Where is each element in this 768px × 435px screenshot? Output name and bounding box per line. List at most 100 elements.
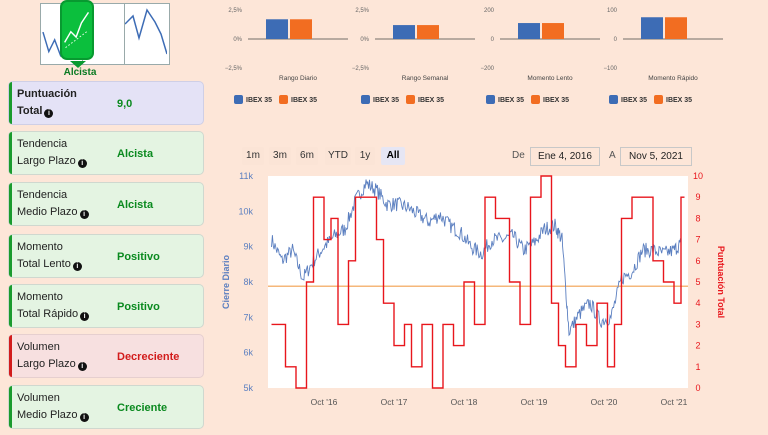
mini-bar[interactable] bbox=[417, 25, 439, 39]
y-right-tick: 6 bbox=[695, 256, 700, 266]
legend-item[interactable]: IBEX 35 bbox=[609, 95, 647, 104]
y-right-tick: 7 bbox=[695, 235, 700, 245]
metric-value: Alcista bbox=[117, 199, 154, 211]
metric-card[interactable]: Volumen Largo Plazo i Decreciente bbox=[8, 334, 204, 378]
metric-label: Momento Total Rápido i bbox=[17, 289, 112, 323]
metric-label-line2: Total Lento bbox=[17, 258, 71, 270]
mini-bar[interactable] bbox=[290, 19, 312, 39]
y-right-tick: 8 bbox=[695, 213, 700, 223]
info-icon[interactable]: i bbox=[44, 109, 54, 118]
to-date-input[interactable]: Nov 5, 2021 bbox=[620, 147, 692, 166]
legend-item[interactable]: IBEX 35 bbox=[279, 95, 317, 104]
mini-chart: 2,5% 0% −2,5% Rango Semanal IBEX 35 IBEX 35 bbox=[345, 0, 480, 110]
info-icon[interactable]: i bbox=[72, 262, 82, 271]
x-tick: Oct '16 bbox=[311, 397, 338, 407]
card-accent-bar bbox=[9, 235, 12, 277]
mini-tick-label: −200 bbox=[480, 66, 494, 72]
y-right-tick: 1 bbox=[695, 362, 700, 372]
info-icon[interactable]: i bbox=[77, 159, 87, 168]
metric-label-line1: Tendencia bbox=[17, 138, 68, 150]
metric-card[interactable]: Momento Total Lento i Positivo bbox=[8, 234, 204, 278]
range-button[interactable]: 1m bbox=[242, 147, 264, 165]
legend-item[interactable]: IBEX 35 bbox=[654, 95, 692, 104]
range-button[interactable]: 3m bbox=[269, 147, 291, 165]
metric-value: Creciente bbox=[117, 402, 168, 414]
y-right-tick: 5 bbox=[695, 277, 700, 287]
trend-option-sideways[interactable] bbox=[124, 4, 168, 64]
metric-label: Volumen Medio Plazo i bbox=[17, 390, 112, 424]
legend-swatch bbox=[654, 95, 663, 104]
card-accent-bar bbox=[9, 386, 12, 428]
x-tick: Oct '21 bbox=[661, 397, 688, 407]
y-right-tick: 0 bbox=[695, 383, 700, 393]
mini-bar[interactable] bbox=[393, 25, 415, 39]
info-icon[interactable]: i bbox=[80, 312, 90, 321]
metric-label-line2: Medio Plazo bbox=[17, 206, 78, 218]
legend-swatch bbox=[279, 95, 288, 104]
mini-tick-label: −100 bbox=[603, 66, 617, 72]
legend-swatch bbox=[486, 95, 495, 104]
y-left-tick: 8k bbox=[243, 277, 253, 287]
from-label: De bbox=[512, 150, 525, 161]
mini-tick-label: 2,5% bbox=[355, 8, 369, 14]
legend-item[interactable]: IBEX 35 bbox=[531, 95, 569, 104]
range-button[interactable]: 6m bbox=[296, 147, 318, 165]
score-series-line[interactable] bbox=[271, 175, 685, 389]
metric-card[interactable]: Volumen Medio Plazo i Creciente bbox=[8, 385, 204, 429]
card-accent-bar bbox=[9, 132, 12, 174]
mini-bar[interactable] bbox=[641, 17, 663, 39]
legend-item[interactable]: IBEX 35 bbox=[406, 95, 444, 104]
metric-label-line2: Largo Plazo bbox=[17, 155, 76, 167]
legend-label: IBEX 35 bbox=[418, 97, 445, 104]
trend-option-uptrend[interactable] bbox=[83, 4, 125, 64]
from-date-input[interactable]: Ene 4, 2016 bbox=[530, 147, 600, 166]
trend-selected-label: Alcista bbox=[63, 67, 97, 78]
info-icon[interactable]: i bbox=[79, 413, 89, 422]
legend-swatch bbox=[361, 95, 370, 104]
range-button[interactable]: All bbox=[381, 147, 405, 165]
metric-label-line1: Volumen bbox=[17, 341, 60, 353]
legend-label: IBEX 35 bbox=[543, 97, 570, 104]
price-series-line[interactable] bbox=[271, 179, 682, 337]
metric-card[interactable]: Tendencia Largo Plazo i Alcista bbox=[8, 131, 204, 175]
x-tick: Oct '18 bbox=[451, 397, 478, 407]
legend-label: IBEX 35 bbox=[373, 97, 400, 104]
mini-bar[interactable] bbox=[665, 17, 687, 39]
mini-bar[interactable] bbox=[542, 23, 564, 39]
metric-card[interactable]: Puntuación Total i 9,0 bbox=[8, 81, 204, 125]
mini-bar[interactable] bbox=[518, 23, 540, 39]
y-left-tick: 11k bbox=[239, 171, 253, 181]
metric-value: 9,0 bbox=[117, 98, 133, 110]
trend-option-selected[interactable] bbox=[60, 0, 94, 60]
info-icon[interactable]: i bbox=[77, 362, 87, 371]
legend-label: IBEX 35 bbox=[246, 97, 273, 104]
x-tick: Oct '20 bbox=[591, 397, 618, 407]
plot-area bbox=[268, 176, 688, 388]
legend-swatch bbox=[531, 95, 540, 104]
metric-card[interactable]: Momento Total Rápido i Positivo bbox=[8, 284, 204, 328]
y-right-tick: 2 bbox=[695, 341, 700, 351]
metric-label-line1: Momento bbox=[17, 241, 63, 253]
mini-tick-label: −2,5% bbox=[225, 66, 243, 72]
metric-label-line2: Total bbox=[17, 105, 43, 117]
mini-chart-title: Momento Rápido bbox=[648, 75, 698, 82]
metric-label: Volumen Largo Plazo i bbox=[17, 339, 112, 373]
range-button[interactable]: YTD bbox=[325, 147, 351, 165]
mini-bar[interactable] bbox=[266, 19, 288, 39]
y-left-tick: 10k bbox=[238, 206, 253, 216]
legend-item[interactable]: IBEX 35 bbox=[486, 95, 524, 104]
mini-tick-label: 0 bbox=[614, 37, 618, 43]
metric-label: Tendencia Medio Plazo i bbox=[17, 187, 112, 221]
mini-chart: 100 0 −100 Momento Rápido IBEX 35 IBEX 35 bbox=[593, 0, 728, 110]
legend-label: IBEX 35 bbox=[621, 97, 648, 104]
range-button[interactable]: 1y bbox=[355, 147, 375, 165]
legend-item[interactable]: IBEX 35 bbox=[234, 95, 272, 104]
metric-label: Puntuación Total i bbox=[17, 86, 112, 120]
mini-tick-label: 2,5% bbox=[228, 8, 242, 14]
info-icon[interactable]: i bbox=[79, 210, 89, 219]
metric-card[interactable]: Tendencia Medio Plazo i Alcista bbox=[8, 182, 204, 226]
mini-chart: 2,5% 0% −2,5% Rango Diario IBEX 35 IBEX 35 bbox=[218, 0, 353, 110]
legend-item[interactable]: IBEX 35 bbox=[361, 95, 399, 104]
mini-tick-label: 0% bbox=[360, 37, 369, 43]
